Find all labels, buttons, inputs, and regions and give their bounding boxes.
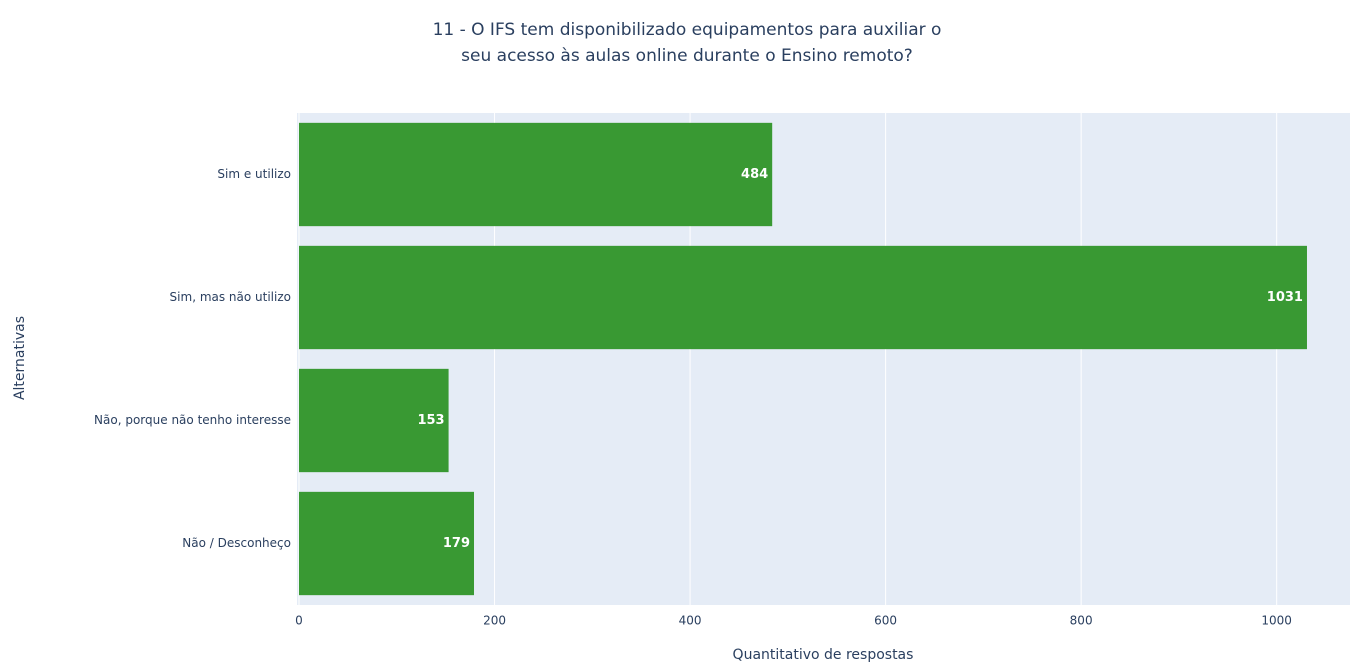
x-tick-label: 0 — [295, 614, 303, 628]
y-tick-label: Sim e utilizo — [217, 167, 291, 181]
x-tick-label: 600 — [874, 614, 897, 628]
data-label: 179 — [443, 536, 470, 551]
bar — [299, 491, 475, 596]
y-tick-label: Não, porque não tenho interesse — [94, 413, 291, 427]
bar — [299, 368, 449, 473]
data-label: 153 — [417, 413, 444, 428]
chart-title: 11 - O IFS tem disponibilizado equipamen… — [433, 20, 942, 40]
bar — [299, 245, 1307, 350]
data-label: 484 — [741, 167, 768, 182]
x-tick-label: 200 — [483, 614, 506, 628]
x-tick-label: 800 — [1070, 614, 1093, 628]
x-tick-label: 1000 — [1261, 614, 1292, 628]
bar — [299, 122, 773, 227]
chart-title: seu acesso às aulas online durante o Ens… — [461, 46, 913, 66]
x-tick-label: 400 — [679, 614, 702, 628]
data-label: 1031 — [1267, 290, 1303, 305]
y-tick-label: Sim, mas não utilizo — [170, 290, 291, 304]
y-tick-label: Não / Desconheço — [182, 536, 291, 550]
x-axis-title: Quantitativo de respostas — [733, 647, 914, 663]
y-axis-title: Alternativas — [12, 316, 28, 400]
